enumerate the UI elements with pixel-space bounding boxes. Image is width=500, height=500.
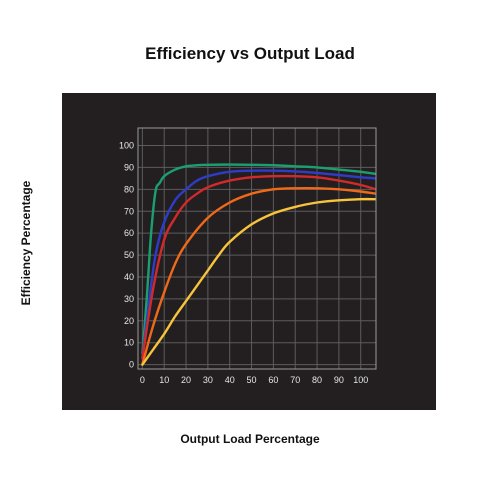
y-tick-label: 10: [124, 338, 134, 348]
x-tick-label: 80: [312, 375, 322, 385]
chart-panel: 0 10 20 30 40 50 60 70 80 90 100 0 10 20 30 40 50 60 70 80 9…: [62, 93, 436, 410]
x-tick-label: 20: [181, 375, 191, 385]
x-tick-label: 100: [353, 375, 368, 385]
series-line-5: [141, 197, 376, 366]
y-tick-label: 0: [129, 360, 134, 370]
x-axis-title: Output Load Percentage: [180, 432, 320, 446]
grid-lines: [138, 128, 376, 369]
series-line-1: [141, 163, 376, 355]
y-tick-label: 20: [124, 316, 134, 326]
x-tick-label: 40: [225, 375, 235, 385]
y-tick-label: 100: [119, 141, 134, 151]
y-tick-label: 50: [124, 250, 134, 260]
x-tick-label: 70: [290, 375, 300, 385]
line-chart: 0 10 20 30 40 50 60 70 80 90 100 0 10 20 30 40 50 60 70 80 9…: [119, 127, 377, 385]
x-tick-label: 60: [268, 375, 278, 385]
series-line-3: [141, 174, 376, 360]
x-tick-label: 90: [334, 375, 344, 385]
series-lines: [141, 163, 376, 366]
y-tick-label: 90: [124, 162, 134, 172]
chart-title: Efficiency vs Output Load: [145, 44, 355, 63]
y-tick-label: 30: [124, 294, 134, 304]
x-tick-label: 10: [159, 375, 169, 385]
y-tick-label: 60: [124, 228, 134, 238]
y-tick-label: 80: [124, 184, 134, 194]
y-axis-title: Efficiency Percentage: [19, 180, 33, 306]
plot-frame: [137, 127, 377, 370]
series-line-4: [141, 186, 376, 366]
x-tick-label: 30: [203, 375, 213, 385]
series-line-2: [141, 169, 376, 360]
x-tick-label: 50: [247, 375, 257, 385]
x-tick-label: 0: [140, 375, 145, 385]
tick-labels: 0 10 20 30 40 50 60 70 80 90 100 0 10 20 30 40 50 60 70 80 9…: [119, 141, 368, 385]
y-tick-label: 40: [124, 272, 134, 282]
y-tick-label: 70: [124, 206, 134, 216]
